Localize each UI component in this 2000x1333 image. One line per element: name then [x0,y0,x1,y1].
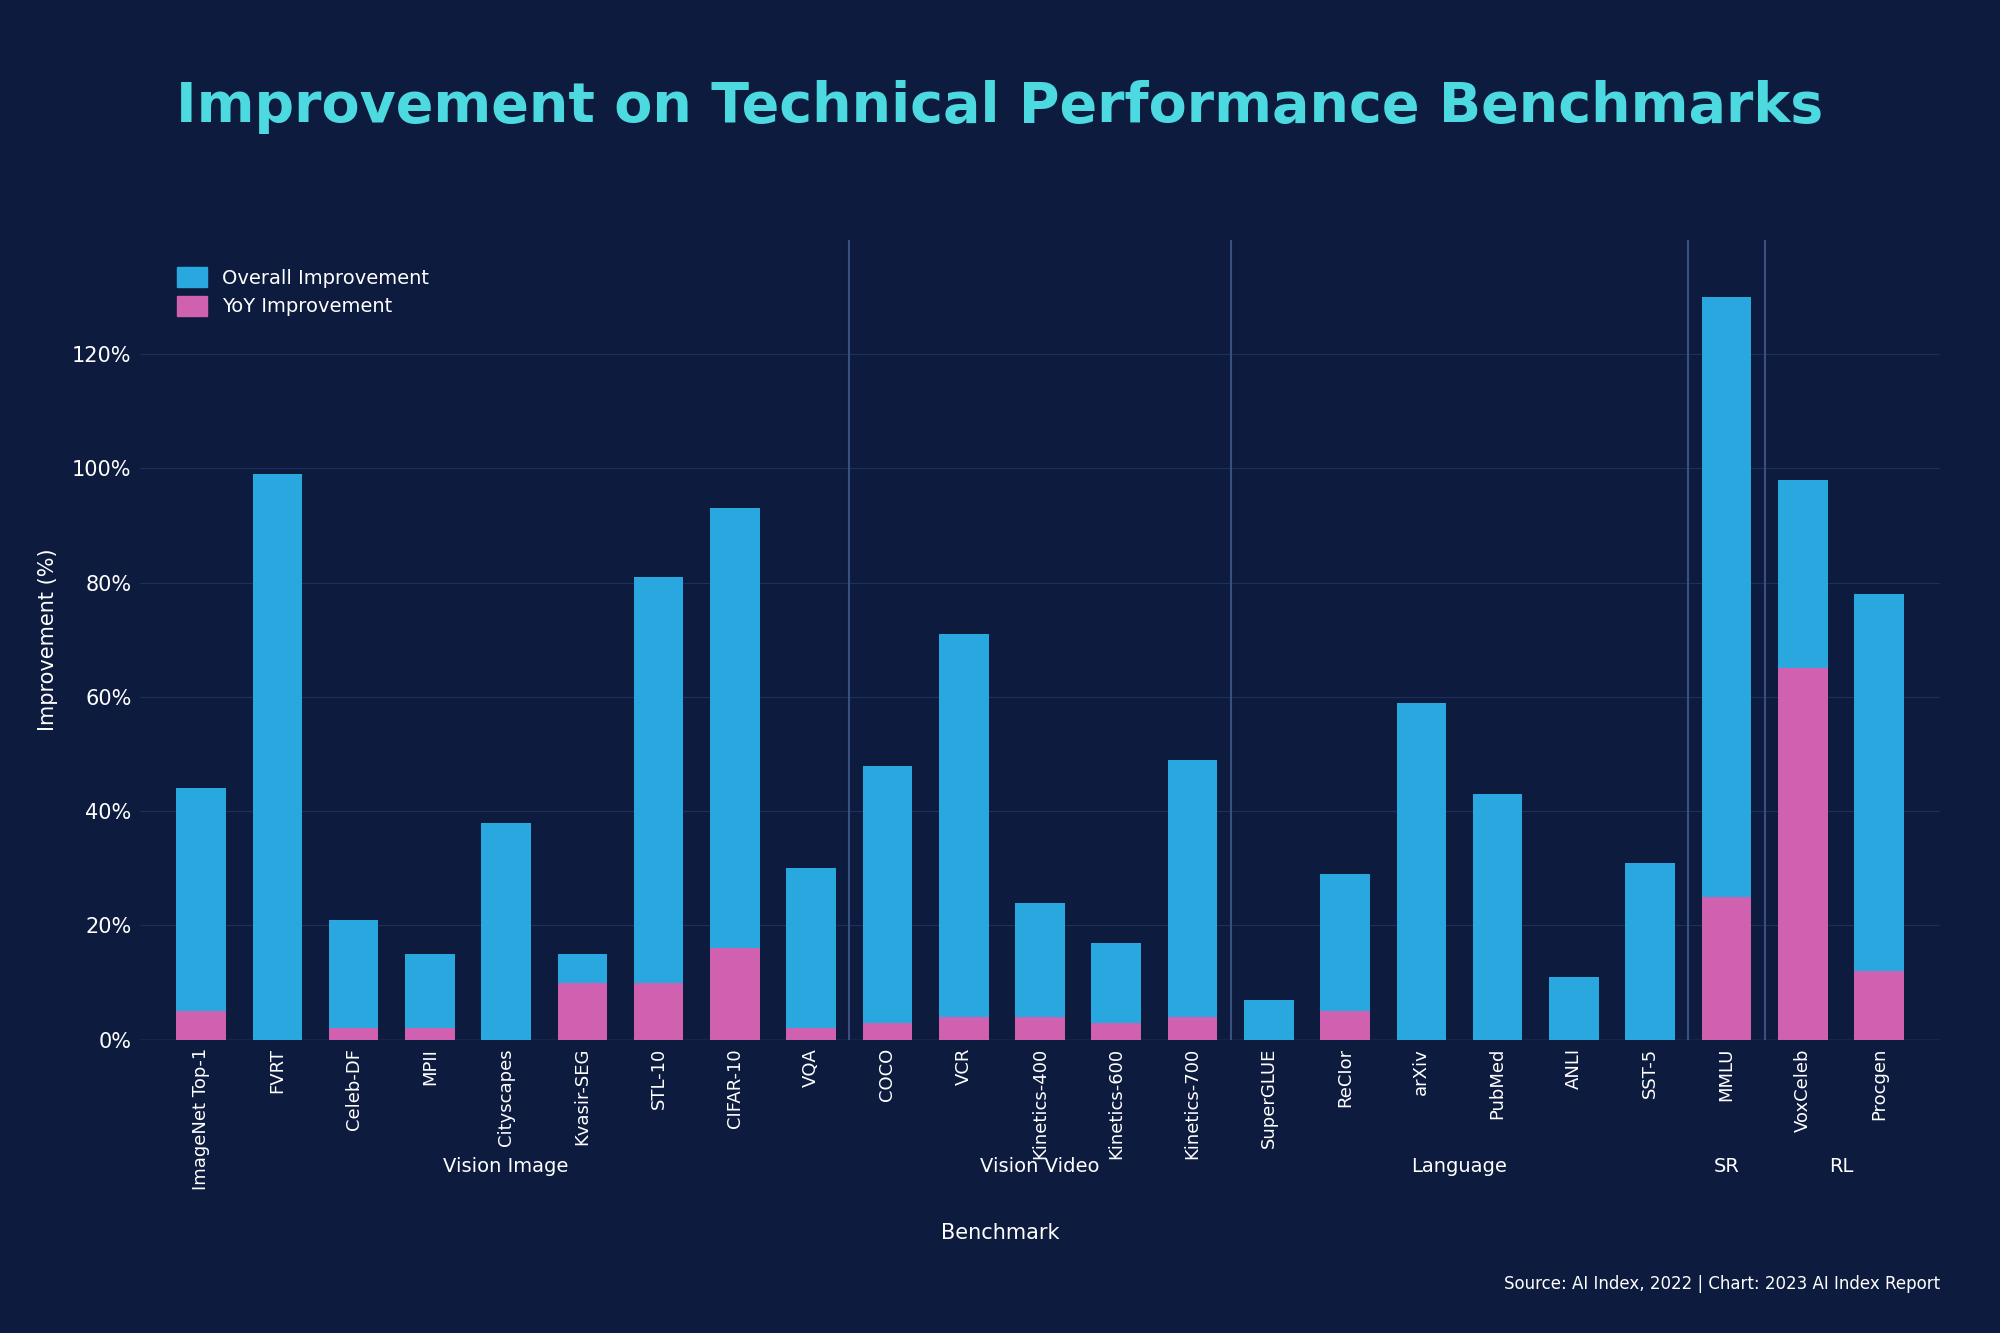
Bar [1016,1017,1064,1040]
Bar [1092,942,1142,1040]
Bar [634,982,684,1040]
Bar [786,1028,836,1040]
Text: SR: SR [1714,1157,1740,1176]
Y-axis label: Improvement (%): Improvement (%) [38,548,58,732]
Legend: Overall Improvement, YoY Improvement: Overall Improvement, YoY Improvement [168,257,438,327]
Text: Vision Video: Vision Video [980,1157,1100,1176]
Bar [1244,1000,1294,1040]
Bar [1320,1012,1370,1040]
Bar [1702,297,1752,1040]
Bar [1778,668,1828,1040]
Text: Improvement on Technical Performance Benchmarks: Improvement on Technical Performance Ben… [176,80,1824,133]
Bar [558,982,608,1040]
Bar [406,1028,454,1040]
Bar [558,954,608,1040]
Bar [1854,972,1904,1040]
Bar [1854,595,1904,1040]
Bar [1396,702,1446,1040]
Bar [176,788,226,1040]
Bar [710,948,760,1040]
Bar [328,1028,378,1040]
Bar [938,635,988,1040]
Bar [1168,1017,1218,1040]
Bar [482,822,530,1040]
Bar [1550,977,1598,1040]
Bar [406,954,454,1040]
Text: Vision Image: Vision Image [444,1157,568,1176]
Bar [1320,874,1370,1040]
Bar [1092,1022,1142,1040]
Bar [862,1022,912,1040]
Text: RL: RL [1828,1157,1854,1176]
Bar [1778,480,1828,1040]
Bar [786,868,836,1040]
Bar [1702,897,1752,1040]
Bar [1472,794,1522,1040]
Bar [862,765,912,1040]
Text: Source: AI Index, 2022 | Chart: 2023 AI Index Report: Source: AI Index, 2022 | Chart: 2023 AI … [1504,1274,1940,1293]
Bar [328,920,378,1040]
Text: Benchmark: Benchmark [940,1222,1060,1244]
Bar [176,1012,226,1040]
Bar [1626,862,1674,1040]
Bar [710,508,760,1040]
Bar [1168,760,1218,1040]
Bar [252,475,302,1040]
Text: Language: Language [1412,1157,1508,1176]
Bar [1016,902,1064,1040]
Bar [634,577,684,1040]
Bar [938,1017,988,1040]
